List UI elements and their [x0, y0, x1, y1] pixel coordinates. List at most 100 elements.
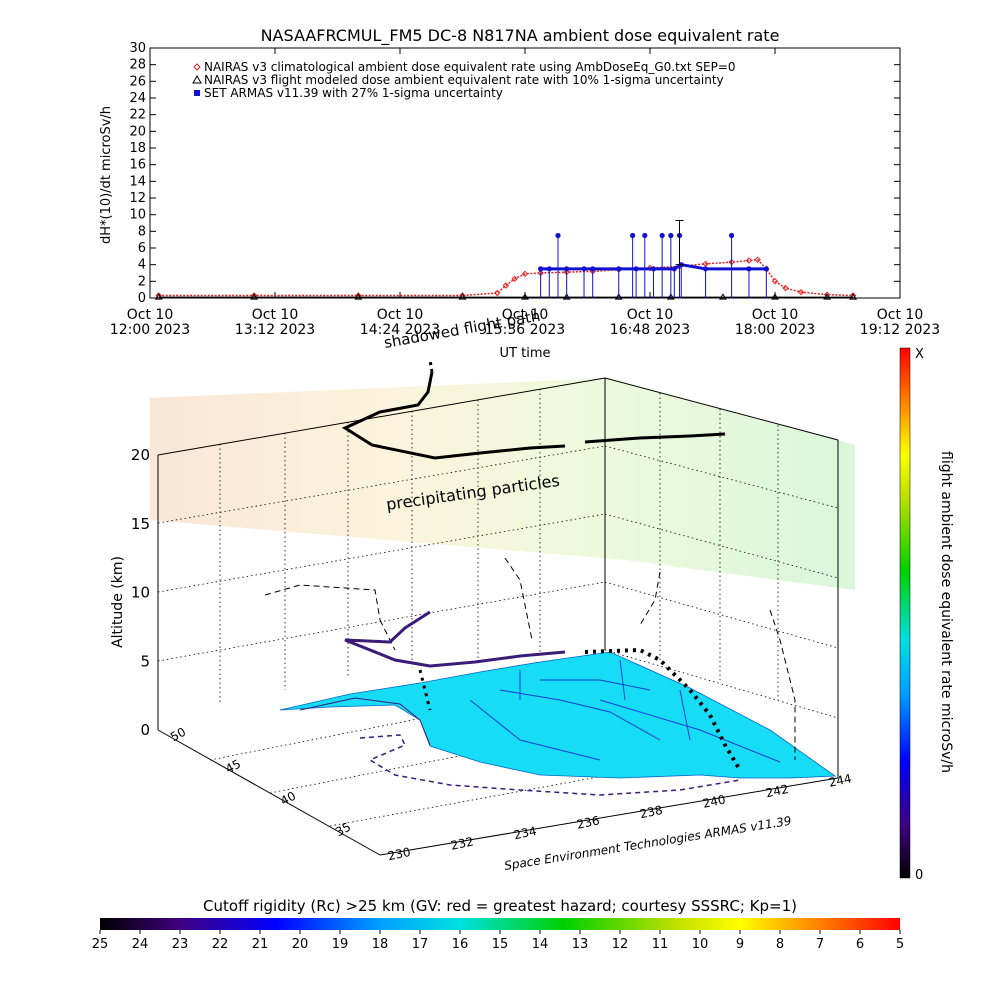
data-point — [562, 293, 571, 300]
y-tick-label: 14 — [129, 174, 146, 189]
legend-marker-diamond — [193, 63, 201, 71]
longitude-tick-label: 232 — [450, 834, 475, 852]
legend-marker-circle — [194, 90, 200, 96]
x-tick-label-line1: Oct 10 — [752, 307, 798, 323]
data-point — [630, 232, 636, 239]
shadowed-flight-path — [344, 610, 566, 668]
longitude-tick-label: 244 — [828, 771, 853, 789]
colorbar-tick-label: 24 — [132, 937, 149, 952]
data-point — [849, 292, 857, 299]
x-tick-label-line2: 16:48 2023 — [610, 322, 690, 338]
legend-entry: SET ARMAS v11.39 with 27% 1-sigma uncert… — [204, 86, 503, 100]
data-point — [659, 232, 665, 239]
x-tick-label-line2: 13:12 2023 — [235, 322, 315, 338]
series-2 — [538, 220, 769, 298]
bottom-colorbar-gradient — [100, 918, 900, 930]
y-tick-label: 24 — [129, 91, 146, 106]
data-point — [754, 256, 761, 263]
data-point — [458, 293, 467, 300]
altitude-tick-label: 5 — [140, 652, 150, 670]
data-point — [746, 266, 752, 272]
data-point — [671, 266, 677, 272]
x-tick-label-line2: 18:00 2023 — [735, 322, 815, 338]
data-point — [355, 292, 362, 299]
descent-ticks — [418, 669, 432, 711]
flight-track-segment — [584, 432, 726, 444]
data-point — [668, 232, 674, 239]
x-tick-label-line2: 19:12 2023 — [860, 322, 940, 338]
y-tick-label: 6 — [138, 241, 146, 256]
right-colorbar-top-label: X — [915, 347, 924, 362]
data-point — [155, 292, 162, 299]
data-point — [494, 289, 501, 297]
data-point — [250, 292, 258, 299]
flight-3d-scene: shadowed flight path precipitating parti… — [110, 307, 855, 873]
data-point — [616, 266, 622, 272]
data-point — [581, 266, 587, 272]
data-point — [849, 293, 858, 300]
series-0 — [155, 256, 857, 299]
colorbar-tick-label: 14 — [532, 937, 549, 952]
bottom-colorbar-ticks: 25 24 23 22 21 20 19 18 17 16 15 14 13 12 11 10 9 8 7 6 5 — [92, 930, 904, 952]
y-tick-label: 26 — [129, 74, 146, 89]
y-tick-label: 12 — [129, 191, 146, 206]
precipitating-particles-layer — [150, 378, 855, 590]
colorbar-tick-label: 25 — [92, 937, 109, 952]
altitude-axis-label: Altitude (km) — [110, 556, 126, 648]
altitude-tick-label: 20 — [131, 446, 150, 464]
right-colorbar-title: flight ambient dose equivalent rate micr… — [938, 451, 954, 773]
colorbar-tick-label: 11 — [652, 937, 669, 952]
colorbar-tick-label: 8 — [776, 937, 784, 952]
data-point — [642, 232, 648, 239]
altitude-tick-labels: 0 5 10 15 20 — [131, 446, 150, 739]
x-tick-label-line2: 15:36 2023 — [485, 322, 565, 338]
x-tick-label-line2: 14:24 2023 — [360, 322, 440, 338]
data-point — [797, 288, 805, 296]
x-tick-label-line2: 12:00 2023 — [110, 322, 190, 338]
top-chart-title: NASAAFRCMUL_FM5 DC-8 N817NA ambient dose… — [261, 26, 780, 46]
data-point — [666, 293, 675, 300]
data-point — [354, 293, 363, 300]
y-tick-label: 30 — [129, 41, 146, 56]
ground-track-projection — [359, 734, 741, 796]
data-point — [614, 293, 623, 300]
x-tick-label-line1: Oct 10 — [877, 307, 923, 323]
colorbar-tick-label: 10 — [692, 937, 709, 952]
colorbar-tick-label: 20 — [292, 937, 309, 952]
data-point — [728, 232, 735, 239]
x-tick-label-line1: Oct 10 — [127, 307, 173, 323]
y-tick-label: 2 — [138, 274, 146, 289]
colorbar-tick-label: 13 — [572, 937, 589, 952]
data-point — [511, 275, 518, 283]
data-point — [538, 266, 544, 272]
colorbar-tick-label: 16 — [452, 937, 469, 952]
latitude-tick-label: 45 — [223, 757, 243, 777]
data-point — [154, 293, 163, 300]
data-point — [771, 278, 779, 285]
data-point — [782, 284, 789, 292]
data-point — [771, 293, 779, 300]
y-tick-label: 10 — [129, 208, 146, 223]
colorbar-tick-label: 18 — [372, 937, 389, 952]
colorbar-tick-label: 6 — [856, 937, 864, 952]
data-point — [459, 292, 466, 299]
x-tick-label-line1: Oct 10 — [252, 307, 298, 323]
data-point — [633, 266, 639, 272]
data-point — [555, 232, 561, 239]
legend-entry: NAIRAS v3 flight modeled dose ambient eq… — [204, 73, 724, 87]
legend-marker-triangle — [192, 74, 202, 84]
data-point — [590, 266, 596, 272]
top-dose-chart: NASAAFRCMUL_FM5 DC-8 N817NA ambient dose… — [99, 26, 940, 361]
altitude-tick-label: 10 — [131, 584, 150, 602]
longitude-tick-label: 238 — [639, 803, 664, 821]
data-point — [719, 293, 727, 300]
y-tick-label: 16 — [129, 158, 146, 173]
longitude-tick-label: 230 — [387, 845, 412, 863]
legend: NAIRAS v3 climatological ambient dose eq… — [192, 60, 736, 100]
latitude-tick-label: 50 — [168, 725, 188, 745]
colorbar-tick-label: 17 — [412, 937, 429, 952]
x-tick-label-line1: Oct 10 — [502, 307, 548, 323]
